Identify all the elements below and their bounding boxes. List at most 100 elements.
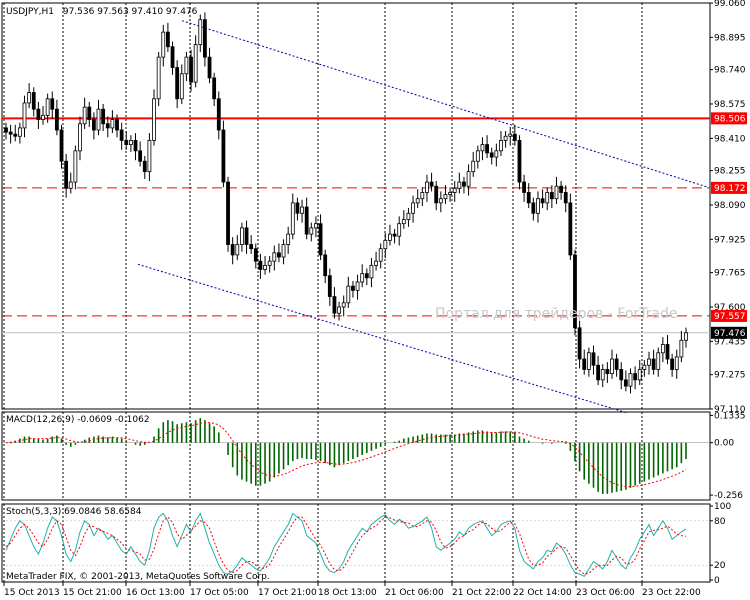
candle-body bbox=[494, 150, 499, 158]
candle-body bbox=[230, 244, 235, 256]
stochastic-label: Stoch(5,3,3) 69.0846 58.6584 bbox=[6, 507, 142, 517]
y-tick-label: 98.090 bbox=[714, 201, 746, 211]
y-tick-label: 97.110 bbox=[714, 405, 746, 415]
candle-body bbox=[119, 129, 124, 141]
candle-body bbox=[300, 206, 304, 214]
candle-body bbox=[82, 106, 87, 125]
macd-tick-label: 0.00 bbox=[714, 439, 734, 449]
stochastic-main-line bbox=[5, 512, 687, 577]
price-label-text: 98.506 bbox=[714, 114, 746, 124]
candle-body bbox=[290, 202, 295, 235]
candle-body bbox=[161, 31, 166, 58]
candle-body bbox=[434, 185, 439, 204]
x-tick-label: 17 Oct 05:00 bbox=[190, 588, 249, 598]
macd-signal-line bbox=[6, 422, 687, 488]
stochastic-tick-label: 80 bbox=[714, 517, 726, 527]
candle-body bbox=[452, 187, 457, 193]
candle-body bbox=[462, 181, 466, 187]
macd-panel[interactable]: MACD(12,26,9) -0.0609 -0.1062 0.1335 0.00… bbox=[1, 411, 746, 501]
candle-body bbox=[96, 108, 101, 131]
candle-body bbox=[216, 98, 221, 131]
candle-body bbox=[549, 192, 554, 200]
candle-body bbox=[489, 152, 494, 158]
price-label-box bbox=[711, 181, 747, 194]
candle-body bbox=[101, 108, 106, 125]
y-tick-label: 98.575 bbox=[714, 100, 746, 110]
candle-body bbox=[91, 119, 96, 131]
price-levels[interactable]: 98.506 98.172 97.557 97.476 bbox=[2, 112, 747, 339]
candle-body bbox=[406, 212, 411, 220]
candle-body bbox=[128, 140, 133, 145]
candle-body bbox=[568, 202, 573, 256]
y-tick-label: 98.255 bbox=[714, 167, 746, 177]
candle-body bbox=[203, 19, 207, 58]
candle-body bbox=[198, 19, 203, 46]
candle-body bbox=[415, 198, 420, 204]
candle-body bbox=[651, 358, 656, 370]
candle-body bbox=[517, 140, 522, 183]
candle-body bbox=[503, 135, 508, 141]
candle-body bbox=[642, 364, 647, 370]
candle-body bbox=[258, 260, 263, 270]
price-channel[interactable] bbox=[137, 20, 709, 414]
candle-body bbox=[221, 129, 226, 183]
candle-body bbox=[184, 56, 189, 75]
candle-body bbox=[309, 227, 314, 235]
candle-body bbox=[684, 332, 688, 341]
candle-body bbox=[448, 192, 452, 195]
candle-body bbox=[647, 358, 651, 366]
symbol-header: USDJPY,H1 97.536 97.563 97.410 97.476 bbox=[6, 7, 198, 17]
candle-body bbox=[443, 194, 448, 200]
price-label-box bbox=[711, 309, 747, 322]
candle-body bbox=[674, 356, 679, 370]
price-candles bbox=[4, 12, 688, 394]
macd-panel-frame bbox=[1, 411, 711, 501]
candle-body bbox=[341, 302, 346, 308]
candle-body bbox=[64, 160, 69, 189]
price-label-text: 97.476 bbox=[714, 329, 746, 339]
candle-body bbox=[633, 373, 638, 381]
price-label-text: 97.557 bbox=[714, 312, 746, 322]
candle-body bbox=[605, 369, 610, 375]
candle-body bbox=[628, 373, 633, 387]
candle-body bbox=[392, 233, 397, 237]
x-tick-label: 15 Oct 2013 bbox=[4, 588, 60, 598]
y-tick-label: 98.410 bbox=[714, 134, 746, 144]
candle-body bbox=[142, 160, 147, 173]
candle-body bbox=[573, 254, 577, 329]
candle-body bbox=[591, 352, 596, 366]
candle-body bbox=[337, 306, 341, 314]
candle-body bbox=[420, 192, 425, 200]
candle-body bbox=[147, 140, 152, 173]
price-panel[interactable]: 98.506 98.172 97.557 97.476 Портал для трей… bbox=[1, 0, 747, 415]
candle-body bbox=[175, 67, 180, 100]
candle-body bbox=[207, 56, 212, 79]
candle-body bbox=[512, 133, 517, 141]
candle-body bbox=[600, 369, 605, 381]
price-panel-frame bbox=[1, 2, 711, 410]
candle-body bbox=[388, 233, 392, 241]
candle-body bbox=[425, 181, 429, 193]
candle-body bbox=[133, 140, 138, 152]
candle-body bbox=[189, 56, 193, 83]
candle-body bbox=[304, 206, 309, 235]
candle-body bbox=[110, 119, 115, 129]
candle-body bbox=[471, 160, 476, 173]
candle-body bbox=[540, 198, 545, 204]
y-tick-label: 98.740 bbox=[714, 66, 746, 76]
candle-body bbox=[8, 131, 13, 135]
candle-body bbox=[637, 369, 642, 381]
stochastic-panel[interactable]: Stoch(5,3,3) 69.0846 58.6584 MetaTrader … bbox=[1, 502, 731, 586]
candle-body bbox=[170, 46, 175, 68]
candle-body bbox=[531, 202, 536, 214]
candle-body bbox=[475, 150, 480, 162]
candle-body bbox=[249, 244, 254, 250]
symbol-label: USDJPY,H1 bbox=[6, 7, 54, 17]
channel-lower-line[interactable] bbox=[137, 263, 629, 414]
candle-body bbox=[267, 260, 272, 266]
candle-body bbox=[378, 248, 383, 262]
candle-body bbox=[665, 344, 670, 360]
time-axis: 15 Oct 2013 15 Oct 21:00 16 Oct 13:00 17 Oc… bbox=[3, 582, 701, 598]
x-tick-label: 17 Oct 21:00 bbox=[258, 588, 317, 598]
